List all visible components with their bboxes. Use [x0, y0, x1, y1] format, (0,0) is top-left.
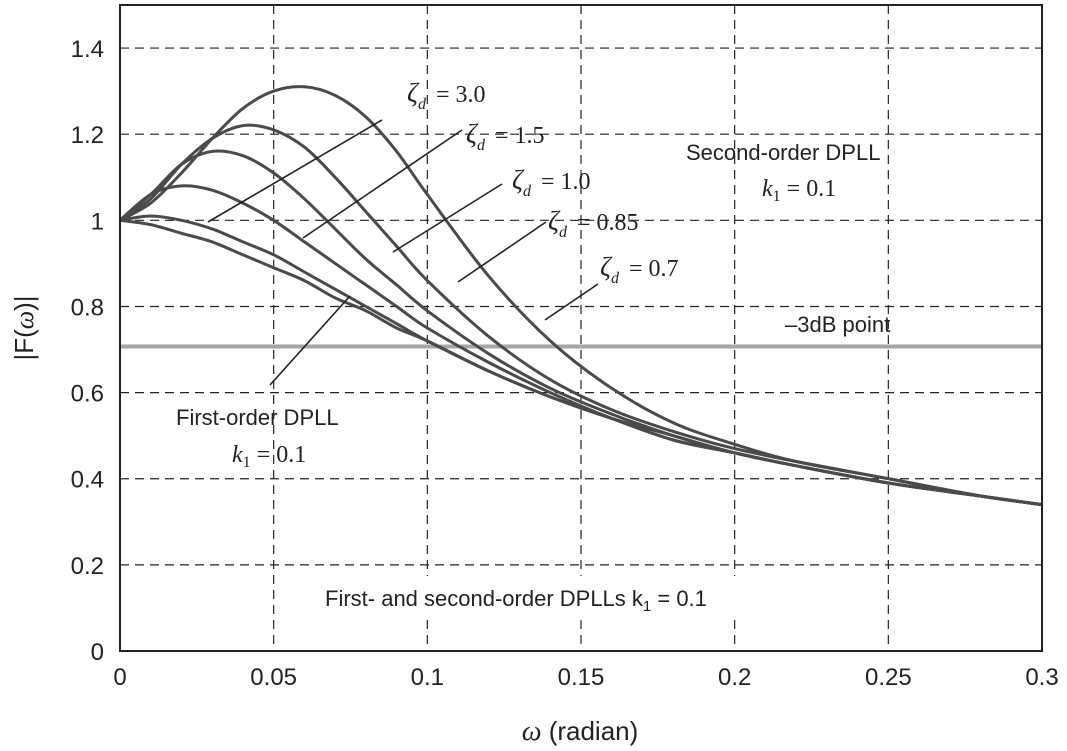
second-order-k-symbol: k [762, 176, 773, 202]
first-order-k: k1 = 0.1 [232, 442, 306, 471]
x-axis-unit: (radian) [541, 716, 638, 746]
bottom-note-mask [318, 576, 858, 616]
zeta-0-7-value: = 0.7 [629, 256, 679, 282]
y-tick-7: 1.4 [71, 36, 104, 63]
y-tick-4: 0.8 [71, 294, 104, 321]
x-axis-title: ω (radian) [522, 716, 639, 747]
first-order-title: First-order DPLL [176, 405, 339, 430]
zeta-0-7-sub: d [611, 270, 620, 287]
leader-line-3 [457, 221, 547, 283]
zeta-1-0-symbol: ζ [512, 165, 525, 195]
zeta-1-5-value: = 1.5 [495, 123, 545, 149]
curves [119, 85, 1043, 507]
zeta-0-85-sub: d [559, 224, 568, 241]
leader-line-4 [544, 283, 599, 321]
zeta-3-0-sub: d [418, 96, 427, 113]
zeta-0-85-value: = 0.85 [577, 210, 639, 236]
y-axis-pre: |F( [9, 329, 39, 361]
zeta-label-1-5: ζd = 1.5 [466, 119, 544, 154]
x-tick-4: 0.2 [718, 664, 751, 691]
second-order-k: k1 = 0.1 [762, 176, 836, 205]
ticks: 0 0.05 0.1 0.15 0.2 0.25 0.3 0 0.2 0.4 0.6 0.8 1 1.2 1… [71, 36, 1059, 691]
x-axis-omega: ω [522, 716, 542, 747]
y-axis-omega: ω [10, 311, 39, 329]
x-tick-2: 0.1 [411, 664, 444, 691]
zeta-0-85-symbol: ζ [548, 206, 561, 236]
bottom-note-value: = 0.1 [651, 586, 707, 611]
zeta-1-5-sub: d [477, 137, 486, 154]
zeta-label-0-7: ζd = 0.7 [600, 252, 678, 287]
zeta-3-0-value: = 3.0 [436, 82, 486, 108]
zeta-0-7-symbol: ζ [600, 252, 613, 282]
leader-lines [207, 119, 599, 386]
y-axis-post: )| [9, 295, 39, 310]
y-tick-1: 0.2 [71, 553, 104, 580]
bottom-note-sub: 1 [643, 598, 651, 615]
first-order-k-symbol: k [232, 442, 243, 468]
zeta-3-0-symbol: ζ [407, 78, 420, 108]
x-tick-5: 0.25 [865, 664, 912, 691]
zeta-1-5-symbol: ζ [466, 119, 479, 149]
first-order-k-sub: 1 [243, 454, 251, 471]
plot-frame [119, 4, 1043, 652]
first-order-k-value: = 0.1 [257, 442, 307, 468]
bottom-note-text: First- and second-order DPLLs k [325, 586, 644, 611]
series-line-5 [119, 218, 1043, 507]
zeta-label-3-0: ζd = 3.0 [407, 78, 485, 113]
zeta-label-0-85: ζd = 0.85 [548, 206, 638, 241]
y-axis-title: |F(ω)| [9, 295, 39, 360]
x-tick-6: 0.3 [1025, 664, 1058, 691]
bottom-note: First- and second-order DPLLs k1 = 0.1 [325, 586, 707, 615]
zeta-1-0-value: = 1.0 [541, 169, 591, 195]
second-order-title: Second-order DPLL [686, 140, 880, 165]
leader-line-0 [207, 119, 383, 223]
zeta-1-0-sub: d [523, 183, 532, 200]
zeta-label-1-0: ζd = 1.0 [512, 165, 590, 200]
x-tick-3: 0.15 [558, 664, 605, 691]
x-tick-0: 0 [113, 664, 126, 691]
second-order-k-sub: 1 [773, 188, 781, 205]
second-order-k-value: = 0.1 [787, 176, 837, 202]
y-tick-5: 1 [91, 208, 104, 235]
leader-line-5 [269, 295, 351, 386]
y-tick-6: 1.2 [71, 122, 104, 149]
leader-line-2 [392, 183, 503, 253]
series-line-1 [119, 123, 1043, 507]
leader-line-1 [302, 129, 463, 239]
y-tick-2: 0.4 [71, 467, 104, 494]
y-tick-3: 0.6 [71, 381, 104, 408]
reference-line-label: –3dB point [785, 312, 890, 337]
y-tick-0: 0 [91, 639, 104, 666]
x-tick-1: 0.05 [250, 664, 297, 691]
